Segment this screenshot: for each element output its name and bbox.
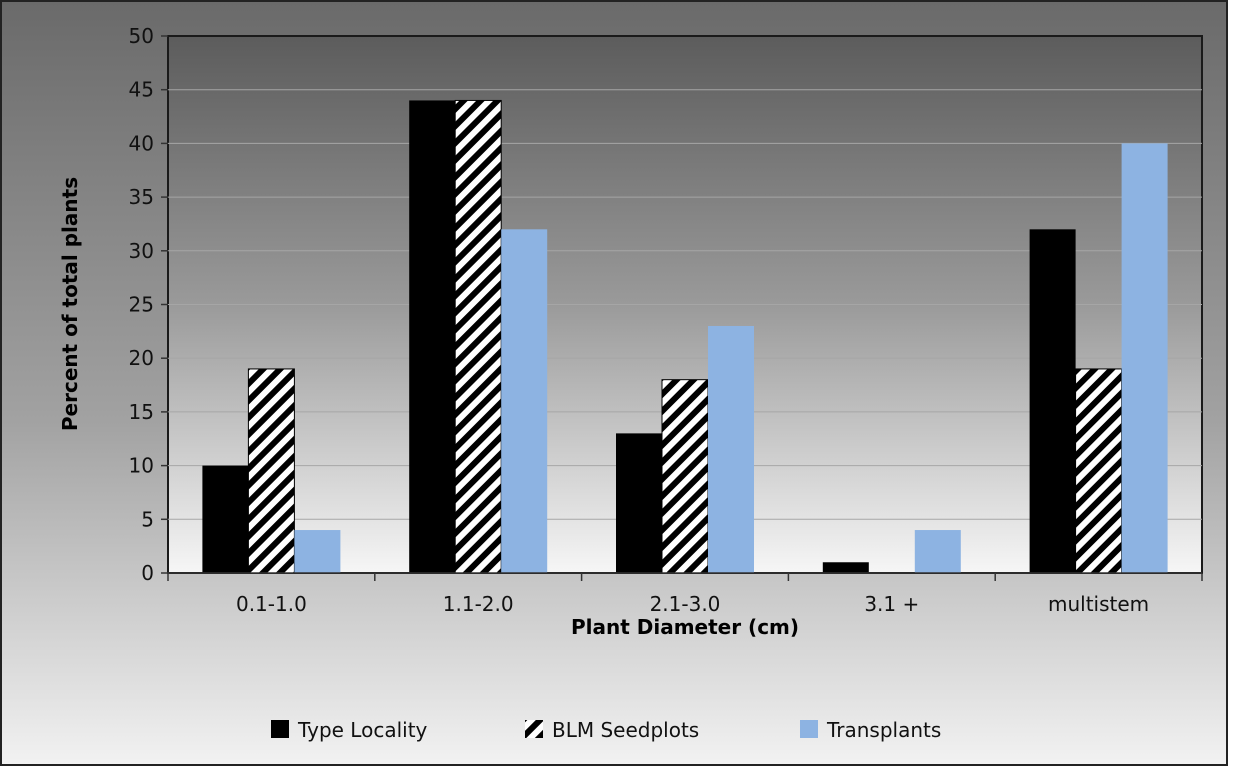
legend: Type Locality BLM Seedplots Transplants [271, 718, 941, 742]
legend-label-3: Transplants [826, 718, 941, 742]
x-axis-ticks [167, 573, 1203, 581]
y-tick-label: 30 [129, 239, 154, 263]
x-category-label: 1.1-2.0 [443, 592, 514, 616]
bar-3-5 [1121, 143, 1168, 573]
bar-2-3 [661, 379, 709, 574]
y-tick-label: 35 [129, 185, 154, 209]
y-tick-label: 15 [129, 400, 154, 424]
legend-swatch-2 [525, 720, 543, 738]
bar-3-4 [914, 530, 961, 573]
y-tick-label: 20 [129, 346, 154, 370]
bar-1-1 [202, 465, 249, 573]
legend-label-1: Type Locality [297, 718, 428, 742]
bar-1-4 [822, 562, 869, 573]
y-tick-label: 25 [129, 293, 154, 317]
y-axis-title: Percent of total plants [58, 177, 82, 431]
x-category-label: 0.1-1.0 [236, 592, 307, 616]
y-tick-label: 50 [129, 24, 154, 48]
x-axis-labels: 0.1-1.0 1.1-2.0 2.1-3.0 3.1 + multistem [236, 592, 1149, 616]
x-axis-title: Plant Diameter (cm) [571, 615, 799, 639]
bar-2-1 [247, 368, 295, 574]
bar-2-2 [454, 99, 502, 574]
y-tick-label: 10 [129, 454, 154, 478]
y-tick-label: 5 [141, 507, 154, 531]
y-axis-ticks: 0 5 10 15 20 25 30 35 40 45 50 [129, 24, 168, 585]
legend-label-2: BLM Seedplots [552, 718, 699, 742]
x-category-label: 2.1-3.0 [650, 592, 721, 616]
bar-1-2 [409, 100, 456, 573]
bar-2-5 [1075, 368, 1123, 574]
y-tick-label: 0 [141, 561, 154, 585]
bars [202, 99, 1168, 574]
bar-1-3 [616, 433, 662, 573]
bar-3-1 [294, 530, 341, 573]
x-category-label: 3.1 + [864, 592, 919, 616]
bar-1-5 [1029, 229, 1076, 573]
bar-3-3 [708, 325, 754, 573]
bar-3-2 [501, 229, 548, 573]
y-tick-label: 40 [129, 131, 154, 155]
y-tick-label: 45 [129, 78, 154, 102]
legend-swatch-1 [271, 720, 289, 738]
legend-swatch-3 [800, 720, 818, 738]
x-category-label: multistem [1048, 592, 1149, 616]
